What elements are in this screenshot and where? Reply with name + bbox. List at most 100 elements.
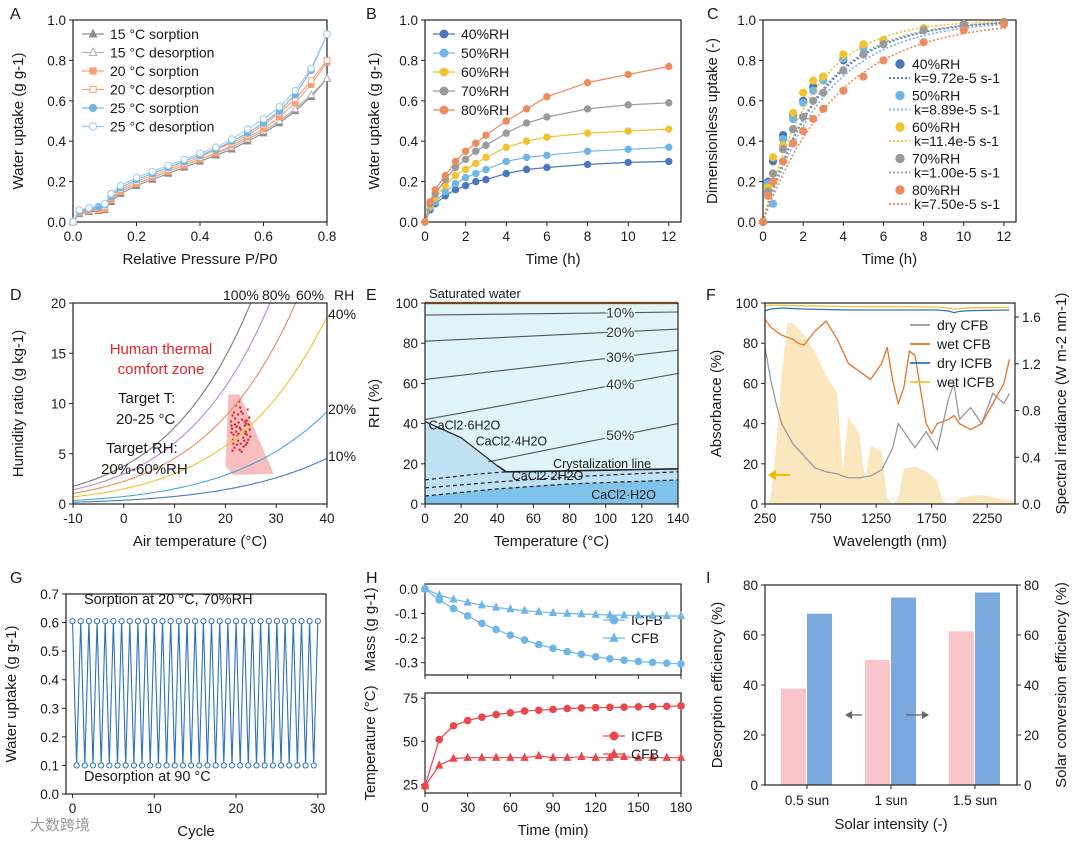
data-point bbox=[522, 137, 531, 145]
data-point bbox=[879, 40, 888, 49]
data-point bbox=[819, 104, 828, 113]
series-line bbox=[424, 128, 669, 223]
data-point bbox=[107, 189, 115, 198]
legend-label: 70%RH bbox=[461, 83, 509, 99]
x-tick-label: 1250 bbox=[861, 511, 891, 526]
data-point bbox=[624, 70, 632, 79]
y-tick-label: 40 bbox=[403, 417, 418, 432]
data-point bbox=[662, 752, 671, 761]
x-axis-label: Relative Pressure P/P0 bbox=[122, 251, 277, 268]
x-tick-label: 0.6 bbox=[254, 229, 273, 244]
data-point bbox=[232, 618, 240, 625]
data-point bbox=[69, 218, 77, 226]
data-point bbox=[235, 425, 238, 428]
y-tick-label: 60 bbox=[743, 628, 758, 643]
rh-curve bbox=[73, 457, 328, 503]
data-point bbox=[461, 173, 470, 182]
data-point bbox=[243, 420, 246, 423]
data-point bbox=[196, 149, 204, 158]
panel-H-top-axes: 0.0 -0.1 -0.2 -0.3 Mass (g g-1) bbox=[362, 582, 682, 679]
data-point bbox=[253, 762, 260, 769]
phase-label: CaCl2·6H2O bbox=[429, 419, 501, 433]
data-point bbox=[482, 165, 490, 174]
data-point bbox=[451, 185, 460, 194]
data-point bbox=[543, 93, 551, 101]
y-tick-label: 50 bbox=[403, 734, 418, 749]
data-point bbox=[306, 618, 313, 625]
data-point bbox=[451, 171, 460, 180]
data-point bbox=[248, 416, 251, 419]
data-point bbox=[648, 752, 657, 761]
data-point bbox=[461, 165, 470, 174]
data-point bbox=[439, 86, 449, 96]
panel-A-series: 15 °C sorption 15 °C desorption 20 °C sorp… bbox=[68, 26, 332, 226]
panel-D-series: 100% 80% 60% RH 40% 20% 10% Human thermal comfor… bbox=[72, 287, 356, 503]
data-point bbox=[246, 408, 249, 411]
data-point bbox=[230, 424, 233, 427]
y-tick-label: 20 bbox=[51, 296, 66, 311]
data-point bbox=[522, 153, 531, 162]
data-point bbox=[307, 89, 316, 98]
data-point bbox=[244, 430, 247, 433]
data-point bbox=[839, 50, 848, 59]
data-point bbox=[520, 605, 529, 614]
data-point bbox=[665, 62, 673, 71]
y-tick-label: 0.4 bbox=[40, 673, 59, 688]
crystallization-label: Crystalization line bbox=[553, 457, 651, 471]
data-point bbox=[314, 618, 321, 625]
y-tick-label: 80 bbox=[743, 578, 758, 593]
data-point bbox=[648, 610, 657, 619]
data-point bbox=[463, 716, 472, 725]
x-tick-label: -10 bbox=[63, 511, 83, 526]
data-point bbox=[506, 604, 515, 613]
data-point bbox=[472, 169, 480, 178]
x-tick-label: 30 bbox=[310, 801, 325, 816]
data-point bbox=[665, 125, 673, 133]
y-tick-label: 0.5 bbox=[40, 644, 59, 659]
y2-tick-label: 1.2 bbox=[1022, 357, 1041, 372]
data-point bbox=[634, 610, 643, 619]
data-point bbox=[231, 414, 234, 417]
x-tick-label: 0 bbox=[69, 801, 77, 816]
data-point bbox=[999, 19, 1009, 29]
data-point bbox=[789, 139, 798, 148]
y-tick-label: 0.8 bbox=[47, 53, 66, 68]
y-tick-label: 0.2 bbox=[47, 175, 66, 190]
x-tick-label: 6 bbox=[880, 229, 888, 244]
y-tick-label: 0.4 bbox=[47, 134, 66, 149]
rh-label: 60% bbox=[296, 287, 324, 303]
data-point bbox=[163, 762, 170, 769]
data-point bbox=[138, 762, 146, 769]
data-point bbox=[959, 26, 968, 35]
data-point bbox=[534, 606, 543, 615]
legend-label: 80%RH bbox=[912, 182, 960, 198]
x-tick-label: 2250 bbox=[972, 511, 1002, 526]
data-point bbox=[81, 762, 88, 769]
data-point bbox=[506, 752, 515, 761]
x-tick-label: 1.5 sun bbox=[953, 793, 997, 808]
legend-label: 20 °C sorption bbox=[110, 63, 199, 79]
x-axis-label: Time (h) bbox=[525, 251, 580, 268]
data-point bbox=[224, 618, 231, 625]
data-point bbox=[609, 731, 619, 741]
data-point bbox=[273, 618, 281, 625]
data-point bbox=[461, 155, 470, 164]
data-point bbox=[245, 762, 252, 769]
x-tick-label: 10 bbox=[167, 511, 182, 526]
data-point bbox=[69, 618, 76, 625]
x-tick-label: 0.5 sun bbox=[785, 793, 829, 808]
data-point bbox=[520, 707, 529, 715]
y-tick-label: 25 bbox=[403, 777, 418, 792]
data-point bbox=[583, 105, 592, 113]
legend-label: dry ICFB bbox=[937, 355, 992, 371]
data-point bbox=[307, 77, 315, 84]
x-tick-label: 1750 bbox=[917, 511, 947, 526]
data-point bbox=[919, 26, 928, 35]
data-point bbox=[624, 127, 632, 135]
rh-curve-label: 10% bbox=[606, 305, 634, 321]
data-point bbox=[606, 654, 614, 663]
data-point bbox=[676, 610, 686, 620]
data-point bbox=[242, 439, 246, 442]
data-point bbox=[269, 762, 276, 769]
data-point bbox=[322, 73, 332, 82]
